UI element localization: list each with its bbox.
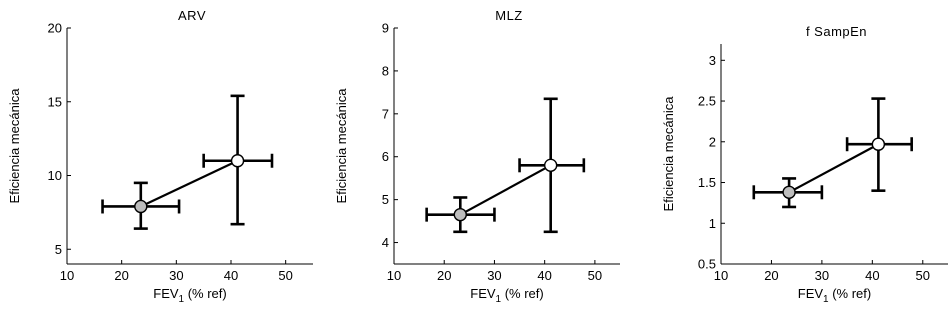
data-point-1 — [453, 207, 467, 222]
x-axis-label: FEV1 (% ref) — [153, 286, 226, 305]
x-axis-label-main: FEV — [798, 286, 824, 301]
x-tick-label: 50 — [588, 268, 602, 283]
y-tick-label: 0.5 — [698, 257, 716, 272]
x-tick-label: 20 — [114, 268, 128, 283]
data-point-1 — [782, 185, 796, 199]
y-axis-label: Eficiencia mecánica — [7, 88, 22, 204]
x-axis-label-main: FEV — [153, 286, 179, 301]
y-tick-label: 10 — [48, 168, 62, 183]
series-line — [459, 164, 552, 216]
y-tick-label: 2 — [709, 134, 716, 149]
x-axis-label-unit: (% ref) — [829, 286, 872, 301]
x-tick-label: 20 — [764, 268, 778, 283]
x-tick-label: 10 — [387, 268, 401, 283]
y-tick-label: 8 — [382, 63, 389, 78]
x-axis-label-subscript: 1 — [823, 294, 829, 305]
x-axis-label-subscript: 1 — [496, 294, 502, 305]
y-tick-label: 7 — [382, 106, 389, 121]
y-tick-label: 15 — [48, 94, 62, 109]
y-tick-label: 20 — [48, 21, 62, 36]
y-tick-label: 5 — [382, 192, 389, 207]
x-tick-label: 30 — [169, 268, 183, 283]
x-axis-label-unit: (% ref) — [501, 286, 544, 301]
x-axis-label-subscript: 1 — [179, 294, 185, 305]
x-tick-label: 50 — [916, 268, 930, 283]
y-axis-label: Eficiencia mecánica — [661, 96, 676, 212]
data-point-2 — [230, 154, 245, 168]
y-tick-label: 1 — [709, 216, 716, 231]
error-bar-2 — [202, 94, 274, 226]
x-axis-label-main: FEV — [470, 286, 496, 301]
x-tick-label: 40 — [224, 268, 238, 283]
chart-title: ARV — [178, 8, 206, 23]
y-axis-label: Eficiencia mecánica — [334, 88, 349, 204]
x-tick-label: 10 — [714, 268, 728, 283]
x-tick-label: 30 — [815, 268, 829, 283]
data-point-2 — [871, 137, 886, 151]
y-tick-label: 5 — [55, 242, 62, 257]
x-axis-label: FEV1 (% ref) — [798, 286, 871, 305]
y-tick-label: 1.5 — [698, 175, 716, 190]
x-axis-label-unit: (% ref) — [184, 286, 227, 301]
y-tick-label: 9 — [382, 21, 389, 36]
x-axis-label: FEV1 (% ref) — [470, 286, 543, 305]
series-line — [140, 159, 239, 208]
data-point-1 — [134, 199, 148, 214]
chart-title: f SampEn — [806, 24, 867, 39]
series-line — [788, 143, 879, 194]
y-tick-label: 4 — [382, 235, 389, 250]
x-tick-label: 40 — [865, 268, 879, 283]
x-tick-label: 10 — [60, 268, 74, 283]
y-tick-label: 3 — [709, 53, 716, 68]
chart-title: MLZ — [495, 8, 523, 23]
x-tick-label: 20 — [437, 268, 451, 283]
chart-panel-3: 10 20 30 40 50 0.5 1 1.5 2 2.5 3 f SampEn Eficiencia… — [661, 24, 948, 305]
data-point-2 — [543, 158, 558, 173]
x-tick-label: 30 — [487, 268, 501, 283]
x-tick-label: 50 — [278, 268, 292, 283]
x-tick-label: 40 — [537, 268, 551, 283]
y-tick-label: 6 — [382, 149, 389, 164]
y-tick-label: 2.5 — [698, 94, 716, 109]
chart-panel-2: 10 20 30 40 50 4 5 6 7 8 9 MLZ Eficiencia mecánica FE… — [334, 8, 620, 305]
chart-panel-1: 10 20 30 40 50 5 10 15 20 ARV Eficiencia mecánica F… — [7, 8, 313, 305]
